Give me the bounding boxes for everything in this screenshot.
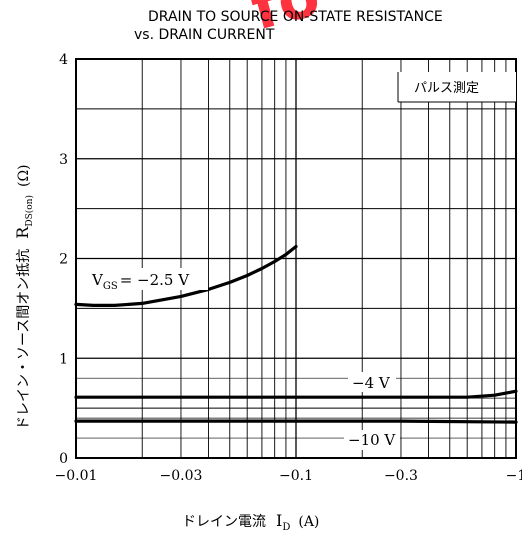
x-tick-label: −0.03 xyxy=(160,468,203,484)
chart-title-line-1: DRAIN TO SOURCE ON-STATE RESISTANCE xyxy=(148,9,443,25)
plot-frame xyxy=(75,58,517,459)
series-label-vgs-value: = −2.5 V xyxy=(120,271,191,289)
y-axis-label-symbol: R xyxy=(13,226,32,239)
x-axis-label-sub: D xyxy=(282,522,290,533)
series-lines xyxy=(74,244,518,424)
x-axis-label: ドレイン電流 ID (A) xyxy=(182,511,319,533)
x-axis-label-symbol: I xyxy=(276,511,282,530)
grid xyxy=(76,59,516,458)
y-axis-label-sub: DS(on) xyxy=(24,195,35,227)
y-axis-label-unit: (Ω) xyxy=(16,164,32,187)
y-axis-label: ドレイン・ソース間オン抵抗 RDS(on) (Ω) xyxy=(13,164,35,430)
x-tick-label: −0.01 xyxy=(55,468,98,484)
series-label-4v: −4 V xyxy=(352,374,391,392)
x-tick-label: −1 xyxy=(506,468,522,484)
y-tick-label: 0 xyxy=(59,451,68,467)
x-tick-label: −0.1 xyxy=(279,468,313,484)
tick-labels: −0.01 −0.03 −0.1 −0.3 −1 0 1 2 3 4 xyxy=(55,52,522,484)
series-label-vgs-symbol: V xyxy=(91,271,104,289)
series-line-0 xyxy=(74,244,298,307)
series-line-1 xyxy=(74,389,518,399)
chart-title-line-2: vs. DRAIN CURRENT xyxy=(134,27,275,43)
y-tick-label: 1 xyxy=(59,351,68,367)
x-axis-label-unit: (A) xyxy=(298,514,319,530)
series-label-vgs-2-5: VGS = −2.5 V xyxy=(91,271,190,292)
y-tick-label: 4 xyxy=(59,52,68,68)
y-tick-label: 3 xyxy=(59,152,68,168)
series-line-2 xyxy=(74,419,518,424)
y-tick-label: 2 xyxy=(59,252,68,268)
note-box: パルス測定 xyxy=(397,72,516,103)
x-axis-label-main: ドレイン電流 xyxy=(182,514,266,530)
y-axis-label-main: ドレイン・ソース間オン抵抗 xyxy=(16,249,32,430)
note-label: パルス測定 xyxy=(414,81,479,96)
x-tick-label: −0.3 xyxy=(384,468,418,484)
series-label-10v: −10 V xyxy=(348,431,396,449)
series-label-vgs-sub: GS xyxy=(103,281,118,292)
